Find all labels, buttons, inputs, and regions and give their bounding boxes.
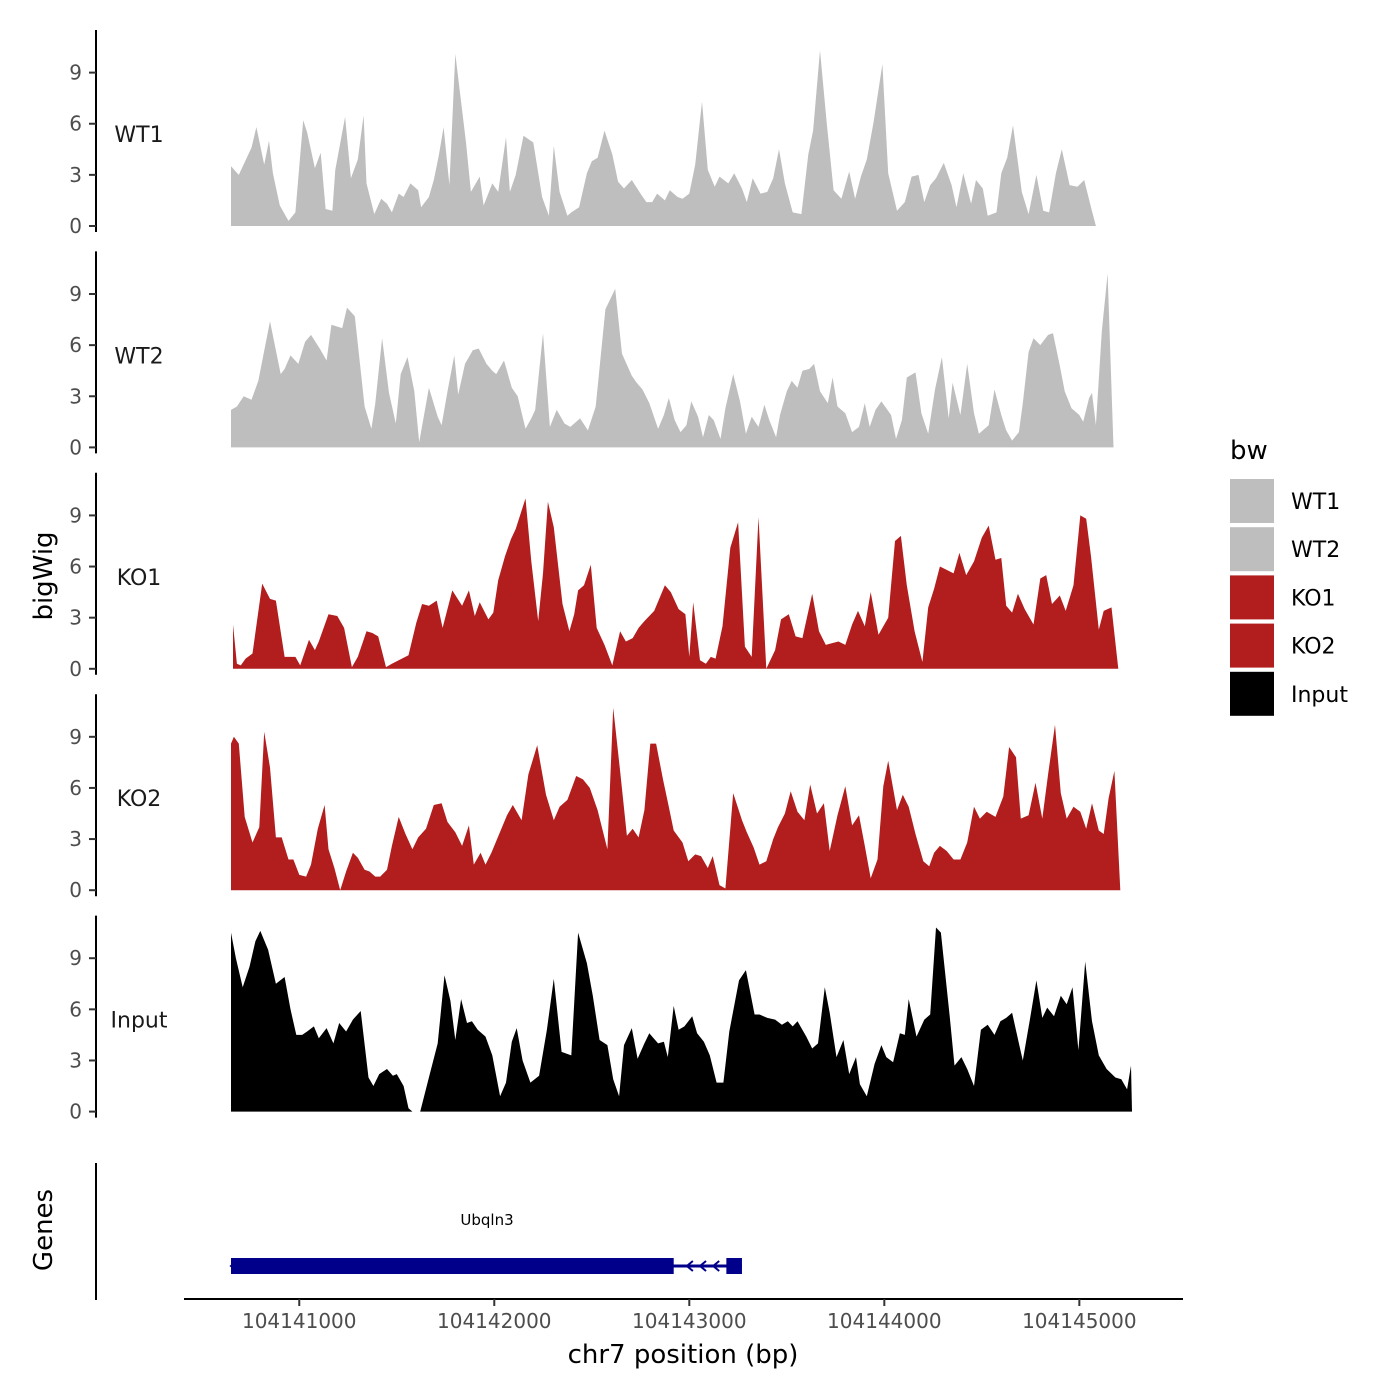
y-tick-label: 6 — [69, 776, 82, 800]
y-tick-label: 0 — [69, 878, 82, 902]
legend-label: WT2 — [1291, 538, 1340, 563]
y-tick-label: 3 — [69, 163, 82, 187]
x-tick-label: 104142000 — [437, 1309, 552, 1333]
track-ko1: 0 3 6 9 KO1 — [69, 472, 1119, 681]
legend-label: Input — [1291, 683, 1348, 708]
track-label: WT2 — [114, 344, 163, 369]
track-input: 0 3 6 9 Input — [69, 915, 1132, 1124]
y-tick-label: 9 — [69, 61, 82, 85]
track-label: KO1 — [117, 566, 162, 591]
track-wt2: 0 3 6 9 WT2 — [69, 251, 1114, 459]
bigwig-tracks: 0 3 6 9 WT1 0 3 6 9 WT2 0 3 6 9 KO1 0 3 6 9 KO2 0 3 6 9 Input — [69, 30, 1132, 1124]
legend: bw WT1 WT2 KO1 KO2 Input — [1230, 436, 1348, 716]
y-tick-label: 0 — [69, 214, 82, 238]
track-ko2: 0 3 6 9 KO2 — [69, 694, 1121, 902]
gene-strand-arrow — [698, 1260, 707, 1272]
track-label: KO2 — [117, 787, 162, 812]
y-tick-label: 3 — [69, 606, 82, 630]
gene-strand-arrow — [685, 1260, 694, 1272]
y-tick-label: 0 — [69, 1100, 82, 1124]
legend-title: bw — [1230, 436, 1268, 466]
legend-key-wt2 — [1230, 527, 1274, 572]
legend-key-ko1 — [1230, 575, 1274, 620]
y-tick-label: 3 — [69, 827, 82, 851]
track-label: Input — [111, 1009, 168, 1034]
x-tick-label: 104145000 — [1022, 1309, 1137, 1333]
gene-strand-arrow — [229, 1261, 237, 1271]
y-tick-label: 6 — [69, 997, 82, 1021]
genes-panel-title: Genes — [29, 1189, 59, 1271]
legend-label: KO2 — [1291, 635, 1336, 660]
gene-exon — [231, 1258, 674, 1274]
y-tick-label: 6 — [69, 555, 82, 579]
y-tick-label: 9 — [69, 725, 82, 749]
coverage-area-wt1 — [231, 50, 1096, 226]
x-axis-title: chr7 position (bp) — [568, 1340, 799, 1370]
genes-panel: Genes Ubqln3 — [29, 1163, 742, 1300]
y-tick-label: 0 — [69, 435, 82, 459]
x-tick-label: 104144000 — [827, 1309, 942, 1333]
legend-key-ko2 — [1230, 623, 1274, 668]
gene-exon — [726, 1258, 742, 1274]
x-tick-label: 104143000 — [632, 1309, 747, 1333]
legend-label: WT1 — [1291, 490, 1340, 515]
y-tick-label: 6 — [69, 333, 82, 357]
x-tick-label: 104141000 — [242, 1309, 357, 1333]
y-axis-title: bigWig — [29, 531, 59, 620]
coverage-area-ko2 — [231, 707, 1121, 891]
coverage-area-input — [231, 927, 1132, 1112]
track-wt1: 0 3 6 9 WT1 — [69, 30, 1096, 238]
gene-strand-arrow — [711, 1260, 720, 1272]
y-tick-label: 9 — [69, 503, 82, 527]
gene-label: Ubqln3 — [460, 1211, 513, 1229]
legend-key-wt1 — [1230, 479, 1274, 523]
coverage-area-ko1 — [233, 498, 1119, 669]
legend-key-input — [1230, 671, 1274, 716]
coverage-area-wt2 — [231, 273, 1114, 448]
y-tick-label: 9 — [69, 946, 82, 970]
y-tick-label: 9 — [69, 282, 82, 306]
legend-label: KO1 — [1291, 586, 1336, 611]
y-tick-label: 3 — [69, 1048, 82, 1072]
y-tick-label: 3 — [69, 384, 82, 408]
x-axis: chr7 position (bp) 104141000 104142000 104… — [184, 1298, 1183, 1370]
y-tick-label: 0 — [69, 657, 82, 681]
track-label: WT1 — [114, 123, 163, 148]
y-tick-label: 6 — [69, 112, 82, 136]
